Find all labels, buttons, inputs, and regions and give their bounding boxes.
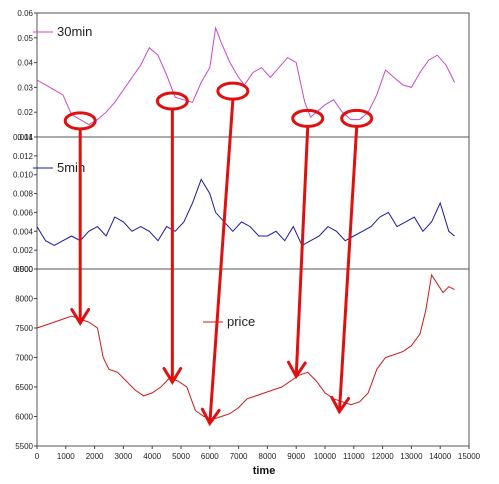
y-tick-label: 0.004 — [13, 227, 34, 236]
y-tick-label: 0.012 — [13, 152, 34, 161]
legend-label: 5min — [57, 160, 85, 175]
panel-frame — [36, 136, 470, 270]
x-tick-label: 4000 — [143, 452, 161, 461]
annotation-arrowhead — [287, 360, 307, 380]
y-tick-label: 8500 — [15, 265, 33, 274]
x-tick-label: 11000 — [343, 452, 365, 461]
annotation-arrow — [208, 100, 235, 424]
x-tick-label: 1000 — [57, 452, 75, 461]
annotation-arrow — [294, 127, 310, 377]
panel-1: 0.01 0.02 0.03 0.04 0.05 0.06 30min — [17, 9, 470, 142]
red-annotations — [63, 81, 374, 427]
x-axis-title: time — [253, 465, 276, 477]
series-line-5min — [36, 178, 455, 247]
legend-label: price — [227, 314, 255, 329]
x-tick-label: 10000 — [314, 452, 337, 461]
annotation-circle — [63, 111, 97, 131]
series-line-price — [36, 273, 455, 420]
annotation-arrowhead — [162, 367, 183, 385]
annotation-arrowhead — [70, 308, 91, 326]
x-tick-label: 0 — [35, 452, 40, 461]
series-line-30min — [36, 25, 456, 126]
panel-3: 5500 6000 6500 7000 7500 8000 8500 0 1000 2000 300… — [15, 265, 480, 461]
y-tick-label: 7500 — [15, 324, 33, 333]
x-tick-label: 6000 — [201, 452, 219, 461]
annotation-circle — [155, 91, 189, 111]
panel-frame — [36, 268, 470, 447]
y-tick-label: 0.04 — [17, 59, 33, 68]
y-tick-label: 0.006 — [13, 208, 34, 217]
legend-label: 30min — [57, 24, 92, 39]
annotation-arrow — [337, 127, 359, 412]
panel-frame — [36, 12, 470, 138]
x-tick-label: 13000 — [400, 452, 423, 461]
x-tick-label: 2000 — [86, 452, 104, 461]
y-tick-label: 0.002 — [13, 246, 34, 255]
y-tick-label: 0.06 — [17, 9, 33, 18]
annotation-circle — [291, 108, 325, 128]
y-tick-label: 0.014 — [13, 133, 34, 142]
y-tick-label: 8000 — [15, 295, 33, 304]
y-tick-label: 0.02 — [17, 108, 33, 117]
y-tick-label: 0.008 — [13, 190, 34, 199]
y-tick-label: 7000 — [15, 354, 33, 363]
x-tick-label: 8000 — [259, 452, 277, 461]
annotation-arrowhead — [330, 396, 351, 415]
annotation-arrowhead — [200, 407, 221, 427]
annotation-circle — [216, 81, 250, 101]
x-tick-label: 9000 — [287, 452, 305, 461]
y-tick-label: 0.05 — [17, 34, 33, 43]
x-tick-label: 5000 — [172, 452, 190, 461]
x-tick-label: 15000 — [458, 452, 481, 461]
y-tick-label: 6000 — [15, 413, 33, 422]
y-tick-label: 0.010 — [13, 171, 34, 180]
x-tick-label: 3000 — [115, 452, 133, 461]
x-tick-label: 12000 — [371, 452, 394, 461]
y-tick-label: 6500 — [15, 383, 33, 392]
annotation-circle — [340, 108, 374, 128]
y-tick-label: 5500 — [15, 442, 33, 451]
x-tick-label: 14000 — [429, 452, 452, 461]
x-tick-label: 7000 — [230, 452, 248, 461]
y-tick-label: 0.000 — [13, 265, 34, 274]
y-tick-label: 0.03 — [17, 83, 33, 92]
y-tick-label: 0.01 — [17, 133, 33, 142]
